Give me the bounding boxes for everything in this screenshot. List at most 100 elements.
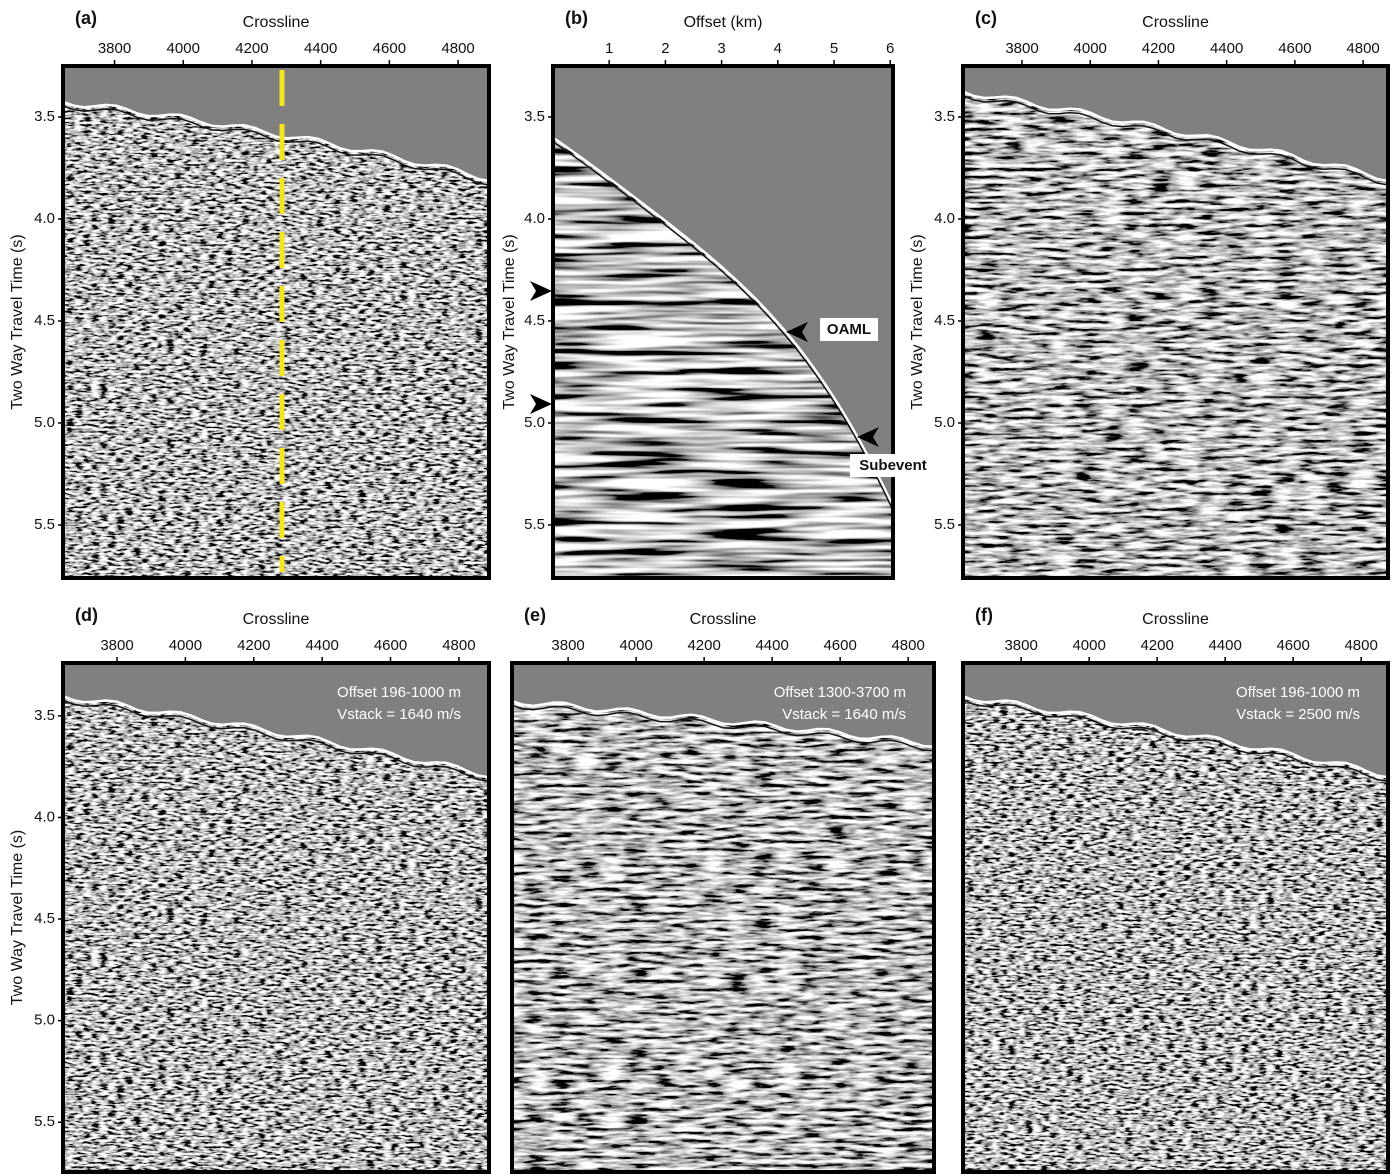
x-tick-label: 4000 bbox=[1072, 637, 1105, 654]
x-tick-label: 3 bbox=[717, 40, 725, 57]
annotation: OAML bbox=[827, 321, 871, 338]
arrowhead bbox=[786, 322, 808, 342]
panel-label: (c) bbox=[975, 8, 997, 28]
seafloor-dark bbox=[512, 704, 934, 752]
seafloor-dark bbox=[963, 699, 1388, 783]
x-tick-label: 4 bbox=[774, 40, 782, 57]
panel-label: (b) bbox=[565, 8, 588, 28]
frame bbox=[61, 661, 491, 1174]
y-tick-label: 3.5 bbox=[524, 108, 545, 125]
x-tick-label: 1 bbox=[605, 40, 613, 57]
x-tick-label: 4000 bbox=[619, 637, 652, 654]
y-tick-label: 4.0 bbox=[934, 210, 955, 227]
frame bbox=[961, 64, 1390, 580]
y-tick-label: 5.0 bbox=[34, 414, 55, 431]
x-tick-label: 4800 bbox=[1344, 637, 1377, 654]
seafloor bbox=[963, 694, 1388, 779]
x-tick-label: 4800 bbox=[441, 40, 474, 57]
x-tick-label: 4200 bbox=[687, 637, 720, 654]
sediment bbox=[63, 696, 489, 1172]
y-tick-label: 4.5 bbox=[934, 312, 955, 329]
annotation: Offset 1300-3700 m bbox=[774, 684, 906, 701]
y-tick-label: 4.5 bbox=[524, 312, 545, 329]
x-tick-label: 4400 bbox=[304, 40, 337, 57]
seismic-image bbox=[553, 66, 893, 578]
y-axis-title: Two Way Travel Time (s) bbox=[9, 830, 26, 1005]
arrowhead bbox=[530, 394, 552, 414]
y-tick-label: 5.0 bbox=[34, 1012, 55, 1029]
panel-label: (f) bbox=[975, 605, 993, 625]
y-tick-label: 4.5 bbox=[34, 312, 55, 329]
x-axis-title: Crossline bbox=[1142, 14, 1209, 31]
x-tick-label: 4600 bbox=[374, 637, 407, 654]
y-tick-label: 4.0 bbox=[34, 808, 55, 825]
seafloor bbox=[512, 700, 934, 748]
annotation: Offset 196-1000 m bbox=[337, 684, 461, 701]
x-axis-title: Crossline bbox=[243, 611, 310, 628]
y-tick-label: 5.0 bbox=[934, 414, 955, 431]
seafloor-dark bbox=[63, 699, 489, 783]
x-tick-label: 4600 bbox=[1276, 637, 1309, 654]
sediment bbox=[963, 91, 1388, 578]
x-tick-label: 4200 bbox=[237, 637, 270, 654]
x-tick-label: 4000 bbox=[167, 40, 200, 57]
y-tick-label: 5.0 bbox=[524, 414, 545, 431]
x-axis-title: Crossline bbox=[1142, 611, 1209, 628]
x-tick-label: 4800 bbox=[1346, 40, 1379, 57]
annotation: Vstack = 1640 m/s bbox=[782, 706, 906, 723]
x-tick-label: 4800 bbox=[442, 637, 475, 654]
x-tick-label: 4200 bbox=[1140, 637, 1173, 654]
seafloor bbox=[63, 100, 489, 183]
sediment bbox=[63, 101, 489, 578]
arrowhead bbox=[530, 281, 552, 301]
seismic-image bbox=[963, 66, 1388, 578]
x-tick-label: 4600 bbox=[1278, 40, 1311, 57]
x-tick-label: 3800 bbox=[1004, 637, 1037, 654]
y-tick-label: 4.0 bbox=[34, 210, 55, 227]
arrowhead bbox=[857, 427, 879, 447]
seismic-image bbox=[63, 66, 489, 578]
x-axis-title: Crossline bbox=[243, 14, 310, 31]
frame bbox=[961, 661, 1390, 1174]
sediment bbox=[512, 701, 934, 1172]
x-tick-label: 3800 bbox=[98, 40, 131, 57]
seismic-image bbox=[63, 663, 489, 1172]
frame bbox=[510, 661, 936, 1174]
frame bbox=[551, 64, 895, 580]
seismic-image bbox=[512, 663, 934, 1172]
y-axis-title: Two Way Travel Time (s) bbox=[501, 234, 518, 409]
x-axis-title: Offset (km) bbox=[684, 14, 763, 31]
x-tick-label: 4600 bbox=[373, 40, 406, 57]
seismic-image bbox=[963, 663, 1388, 1172]
x-tick-label: 5 bbox=[830, 40, 838, 57]
x-tick-label: 3800 bbox=[1005, 40, 1038, 57]
annotation: Subevent bbox=[859, 457, 927, 474]
x-tick-label: 4400 bbox=[755, 637, 788, 654]
y-axis-title: Two Way Travel Time (s) bbox=[9, 234, 26, 409]
seafloor bbox=[63, 694, 489, 779]
seafloor-dark bbox=[63, 105, 489, 186]
y-axis-title: Two Way Travel Time (s) bbox=[909, 234, 926, 409]
y-tick-label: 4.5 bbox=[34, 910, 55, 927]
y-tick-label: 5.5 bbox=[34, 1113, 55, 1130]
panel-label: (d) bbox=[75, 605, 98, 625]
y-tick-label: 3.5 bbox=[934, 108, 955, 125]
x-axis-title: Crossline bbox=[690, 611, 757, 628]
x-tick-label: 2 bbox=[661, 40, 669, 57]
label-box bbox=[820, 318, 878, 341]
annotation: Vstack = 1640 m/s bbox=[337, 706, 461, 723]
annotation: Vstack = 2500 m/s bbox=[1236, 706, 1360, 723]
x-tick-label: 3800 bbox=[100, 637, 133, 654]
label-box bbox=[850, 454, 936, 477]
x-tick-label: 4400 bbox=[1210, 40, 1243, 57]
y-tick-label: 4.0 bbox=[524, 210, 545, 227]
y-tick-label: 3.5 bbox=[34, 108, 55, 125]
panel-label: (e) bbox=[524, 605, 546, 625]
seafloor-dark bbox=[963, 94, 1388, 186]
panel-label: (a) bbox=[75, 8, 97, 28]
y-tick-label: 5.5 bbox=[934, 516, 955, 533]
x-tick-label: 4800 bbox=[891, 637, 924, 654]
x-tick-label: 6 bbox=[886, 40, 894, 57]
